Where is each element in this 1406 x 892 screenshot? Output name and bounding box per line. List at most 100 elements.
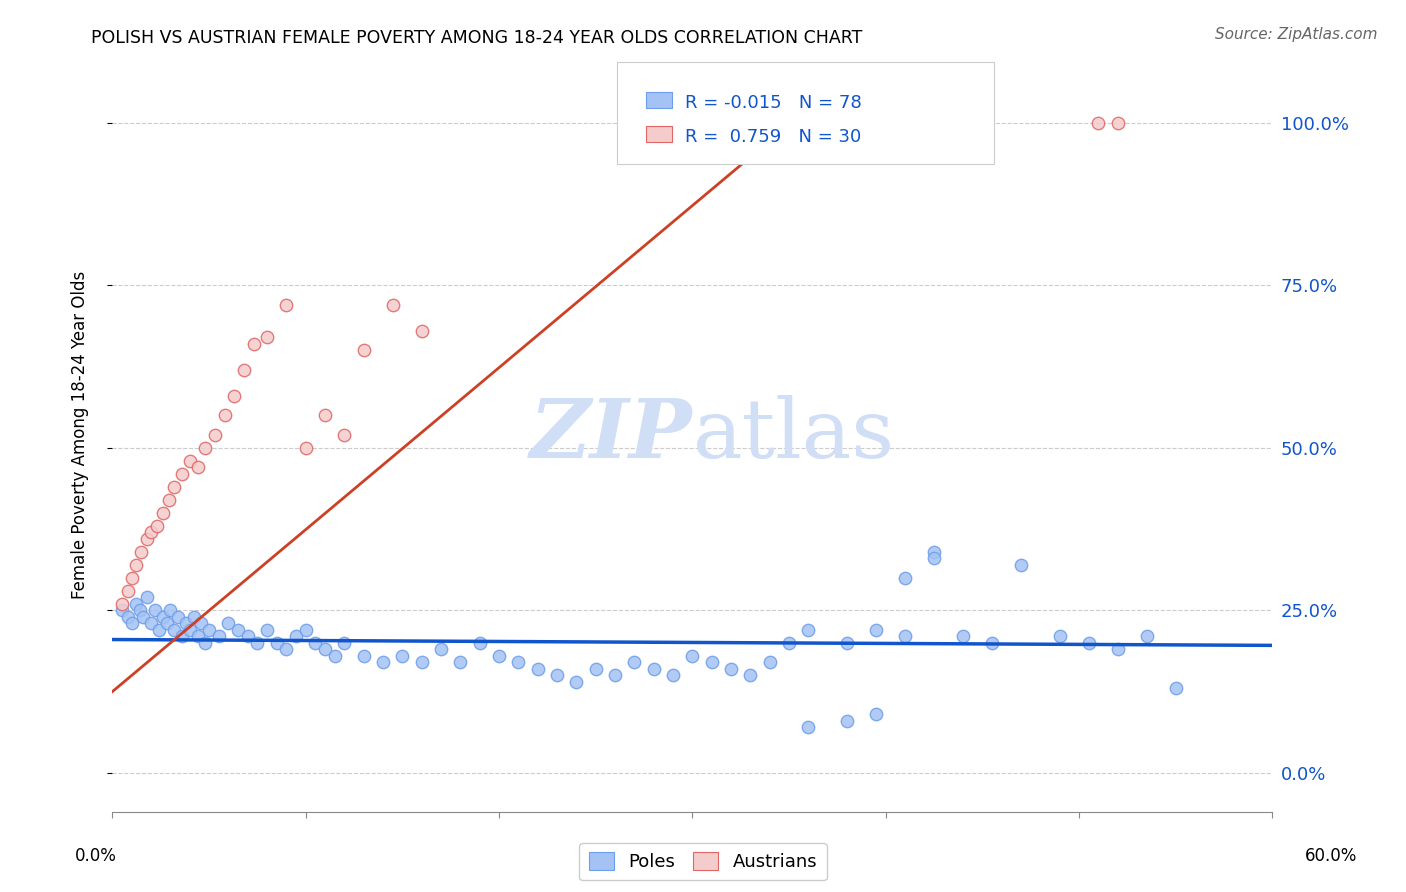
Point bbox=[163, 480, 186, 494]
Point bbox=[143, 603, 166, 617]
Point bbox=[131, 545, 153, 559]
Point bbox=[323, 648, 346, 663]
Y-axis label: Female Poverty Among 18-24 Year Olds: Female Poverty Among 18-24 Year Olds bbox=[70, 271, 89, 599]
FancyBboxPatch shape bbox=[647, 92, 672, 109]
Point bbox=[208, 629, 231, 643]
Text: 0.0%: 0.0% bbox=[75, 847, 117, 865]
Point bbox=[167, 609, 190, 624]
Legend: Poles, Austrians: Poles, Austrians bbox=[579, 844, 827, 880]
Text: 60.0%: 60.0% bbox=[1305, 847, 1358, 865]
Point bbox=[1077, 636, 1099, 650]
Point bbox=[141, 616, 163, 631]
Point bbox=[371, 655, 394, 669]
Point bbox=[304, 636, 326, 650]
Point bbox=[204, 427, 226, 442]
Point bbox=[333, 427, 356, 442]
Point bbox=[381, 298, 404, 312]
Point bbox=[865, 623, 887, 637]
Point bbox=[157, 492, 180, 507]
Point bbox=[246, 636, 269, 650]
Point bbox=[198, 623, 221, 637]
Point bbox=[314, 642, 336, 657]
Point bbox=[276, 298, 298, 312]
Point bbox=[527, 662, 550, 676]
Point bbox=[411, 655, 433, 669]
Point bbox=[353, 343, 375, 358]
Point bbox=[152, 506, 174, 520]
Point bbox=[837, 714, 859, 728]
Point bbox=[605, 668, 627, 682]
Point bbox=[172, 467, 194, 481]
Point bbox=[136, 591, 159, 605]
Point bbox=[894, 571, 917, 585]
Point bbox=[740, 668, 762, 682]
Point bbox=[218, 616, 240, 631]
Point bbox=[981, 636, 1004, 650]
Point bbox=[508, 655, 530, 669]
Point bbox=[121, 571, 143, 585]
Point bbox=[430, 642, 453, 657]
Point bbox=[797, 623, 820, 637]
Point bbox=[226, 623, 249, 637]
Point bbox=[172, 629, 194, 643]
Point bbox=[1164, 681, 1187, 696]
Point bbox=[174, 616, 197, 631]
Point bbox=[179, 454, 201, 468]
Point bbox=[194, 636, 217, 650]
Point bbox=[121, 616, 143, 631]
Point bbox=[922, 551, 945, 566]
Point bbox=[152, 609, 174, 624]
Point bbox=[256, 330, 278, 344]
Point bbox=[132, 609, 155, 624]
Point bbox=[565, 674, 588, 689]
Point bbox=[1107, 642, 1129, 657]
Point bbox=[146, 518, 169, 533]
Point bbox=[214, 409, 236, 423]
Point bbox=[156, 616, 179, 631]
Point bbox=[865, 707, 887, 722]
Point bbox=[141, 525, 163, 540]
Point bbox=[136, 532, 159, 546]
Text: POLISH VS AUSTRIAN FEMALE POVERTY AMONG 18-24 YEAR OLDS CORRELATION CHART: POLISH VS AUSTRIAN FEMALE POVERTY AMONG … bbox=[91, 29, 863, 47]
Point bbox=[759, 655, 782, 669]
Point bbox=[163, 623, 186, 637]
FancyBboxPatch shape bbox=[647, 126, 672, 143]
Point bbox=[224, 389, 246, 403]
Point bbox=[411, 324, 433, 338]
Point bbox=[233, 363, 256, 377]
Point bbox=[585, 662, 607, 676]
Point bbox=[1087, 116, 1109, 130]
Point bbox=[314, 409, 336, 423]
Point bbox=[546, 668, 568, 682]
Point bbox=[1107, 116, 1129, 130]
Point bbox=[1136, 629, 1159, 643]
Point bbox=[643, 662, 665, 676]
Point bbox=[682, 648, 704, 663]
Point bbox=[111, 603, 134, 617]
Point bbox=[700, 655, 723, 669]
Point bbox=[111, 597, 134, 611]
Point bbox=[179, 623, 201, 637]
Point bbox=[391, 648, 413, 663]
Point bbox=[623, 655, 645, 669]
Point bbox=[662, 668, 685, 682]
Point bbox=[952, 629, 974, 643]
Point bbox=[797, 720, 820, 734]
Point bbox=[922, 545, 945, 559]
Point bbox=[256, 623, 278, 637]
Point bbox=[194, 441, 217, 455]
Point bbox=[1010, 558, 1032, 572]
Point bbox=[148, 623, 170, 637]
Point bbox=[837, 636, 859, 650]
Point bbox=[124, 597, 148, 611]
Point bbox=[285, 629, 308, 643]
Text: R = -0.015   N = 78: R = -0.015 N = 78 bbox=[686, 95, 862, 112]
Point bbox=[117, 583, 139, 598]
Point bbox=[190, 616, 212, 631]
Point bbox=[295, 441, 318, 455]
Text: ZIP: ZIP bbox=[530, 395, 693, 475]
Point bbox=[1049, 629, 1071, 643]
Point bbox=[186, 460, 209, 475]
Point bbox=[266, 636, 288, 650]
Point bbox=[778, 636, 800, 650]
